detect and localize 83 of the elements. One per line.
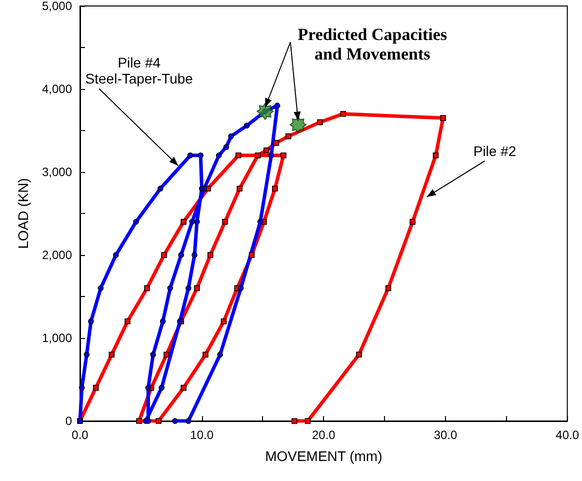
point [144, 285, 150, 292]
point [273, 140, 280, 146]
y-tick-label: 4,000 [42, 82, 72, 96]
point [189, 218, 195, 225]
annotation: Predicted Capacities and Movements [298, 25, 448, 64]
point [264, 148, 270, 154]
point [304, 418, 311, 424]
point [385, 285, 392, 292]
point [78, 384, 85, 391]
point [268, 152, 274, 158]
y-tick-label: 3,000 [42, 165, 72, 179]
point [98, 285, 104, 292]
point [84, 352, 90, 358]
point [187, 152, 194, 158]
point [198, 152, 204, 158]
y-tick-label: 2,000 [42, 248, 72, 262]
point [217, 352, 224, 358]
point [256, 102, 274, 120]
y-tick-label: 0 [65, 414, 72, 428]
point [248, 252, 255, 258]
point [150, 352, 156, 358]
point [160, 318, 166, 324]
point [235, 152, 242, 158]
point [207, 252, 214, 258]
y-tick-label: 5,000 [42, 0, 72, 13]
point [216, 152, 222, 158]
point [194, 218, 200, 225]
point [113, 252, 119, 258]
x-tick-label: 10.0 [190, 428, 214, 442]
point [440, 115, 446, 121]
point [180, 384, 186, 391]
point [186, 285, 192, 292]
point [290, 116, 307, 134]
point [223, 144, 230, 150]
y-axis-title: LOAD (KN) [15, 178, 31, 249]
point [257, 218, 264, 225]
annotation: Pile #2 [473, 142, 516, 159]
point [88, 318, 94, 324]
x-axis-title: MOVEMENT (mm) [265, 448, 382, 464]
point [317, 119, 323, 126]
point [186, 418, 192, 424]
point [222, 218, 228, 225]
annotation: Pile #4 Steel-Taper-Tube [85, 54, 194, 87]
point [145, 384, 152, 391]
point [340, 111, 346, 117]
point [145, 418, 152, 424]
point [164, 352, 170, 358]
x-tick-label: 20.0 [312, 428, 336, 442]
line-series [77, 102, 280, 424]
point [292, 418, 298, 424]
point [158, 186, 164, 192]
x-tick-label: 40.0 [556, 428, 580, 442]
point [192, 252, 198, 258]
y-tick-label: 1,000 [42, 331, 72, 345]
point [201, 186, 208, 192]
point [272, 186, 278, 192]
point [180, 218, 186, 225]
point [158, 384, 165, 391]
point [156, 418, 162, 424]
point [92, 384, 99, 391]
point [236, 186, 242, 192]
point [238, 285, 244, 292]
point [178, 252, 184, 258]
point [133, 218, 139, 225]
point [161, 252, 167, 258]
point [432, 152, 439, 158]
point [172, 418, 178, 424]
point [356, 352, 362, 358]
point [167, 285, 174, 292]
point [280, 152, 286, 158]
point [136, 418, 142, 424]
point [410, 218, 416, 225]
point [285, 133, 292, 140]
point [220, 318, 227, 324]
x-tick-label: 0.0 [72, 428, 89, 442]
point [194, 285, 200, 292]
point [202, 352, 208, 358]
point [124, 318, 130, 324]
point [274, 102, 280, 108]
point [244, 122, 250, 128]
x-tick-label: 30.0 [434, 428, 458, 442]
point [228, 133, 234, 140]
point [108, 352, 115, 358]
